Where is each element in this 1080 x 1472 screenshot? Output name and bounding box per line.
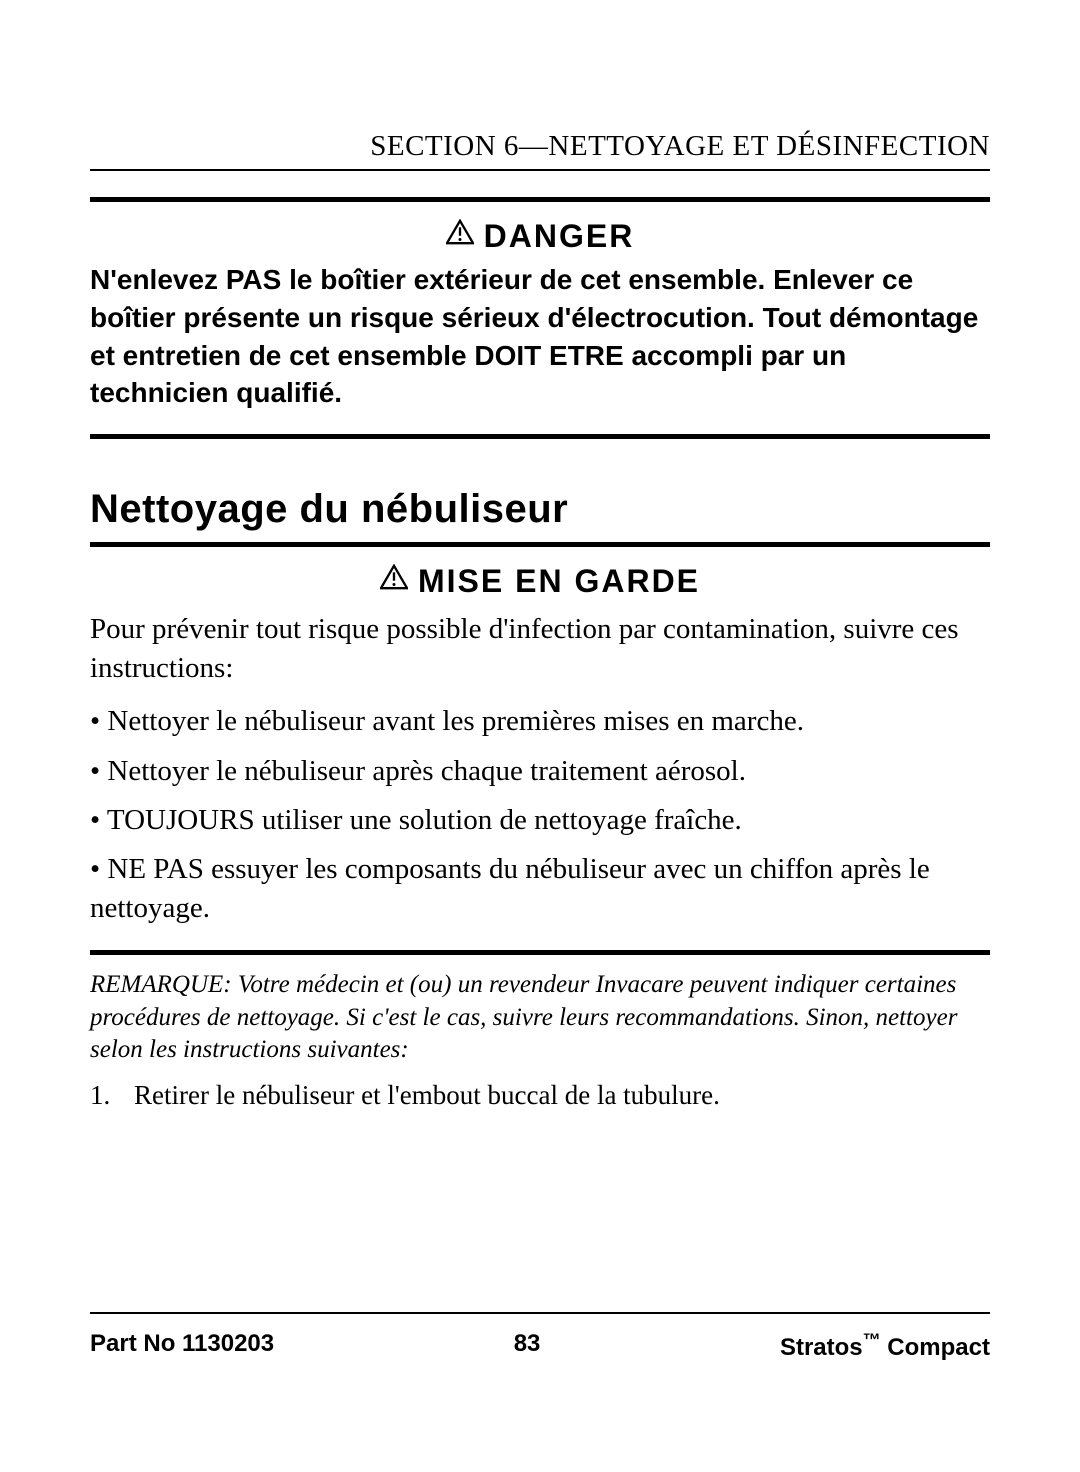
- bullet-item: • Nettoyer le nébuliseur après chaque tr…: [90, 752, 990, 791]
- note-remarque: REMARQUE: Votre médecin et (ou) un reven…: [90, 969, 990, 1067]
- bullet-item: • TOUJOURS utiliser une solution de nett…: [90, 801, 990, 840]
- footer-page-number: 83: [274, 1330, 780, 1362]
- bullet-item: • Nettoyer le nébuliseur avant les premi…: [90, 702, 990, 741]
- footer-product-suffix: Compact: [881, 1334, 990, 1361]
- step-text: Retirer le nébuliseur et l'embout buccal…: [134, 1077, 720, 1113]
- page-footer: Part No 1130203 83 Stratos™ Compact: [90, 1312, 990, 1362]
- danger-body: N'enlevez PAS le boîtier extérieur de ce…: [90, 261, 990, 412]
- warning-intro: Pour prévenir tout risque possible d'inf…: [90, 610, 990, 688]
- rule-bottom-danger: [90, 434, 990, 439]
- rule-top-danger: [90, 197, 990, 202]
- step-number: 1.: [90, 1077, 134, 1113]
- warning-heading: MISE EN GARDE: [90, 561, 990, 600]
- danger-heading-text: DANGER: [484, 218, 635, 254]
- footer-part-no: Part No 1130203: [90, 1330, 274, 1362]
- danger-heading: DANGER: [90, 216, 990, 255]
- footer-product: Stratos™ Compact: [780, 1330, 990, 1362]
- warning-heading-text: MISE EN GARDE: [418, 563, 700, 599]
- rule-bottom-warning: [90, 950, 990, 955]
- steps-list: 1. Retirer le nébuliseur et l'embout buc…: [90, 1077, 990, 1113]
- page-header: SECTION 6—NETTOYAGE ET DÉSINFECTION: [90, 130, 990, 171]
- footer-product-prefix: Stratos: [780, 1334, 863, 1361]
- trademark-symbol: ™: [863, 1330, 881, 1350]
- section-title: Nettoyage du nébuliseur: [90, 487, 990, 532]
- warning-triangle-icon: [380, 561, 408, 598]
- bullet-item: • NE PAS essuyer les composants du nébul…: [90, 850, 990, 928]
- section-label: SECTION 6—NETTOYAGE ET DÉSINFECTION: [370, 130, 990, 162]
- warning-bullets: • Nettoyer le nébuliseur avant les premi…: [90, 702, 990, 928]
- rule-top-warning: [90, 542, 990, 547]
- warning-triangle-icon: [446, 216, 474, 253]
- step-item: 1. Retirer le nébuliseur et l'embout buc…: [90, 1077, 990, 1113]
